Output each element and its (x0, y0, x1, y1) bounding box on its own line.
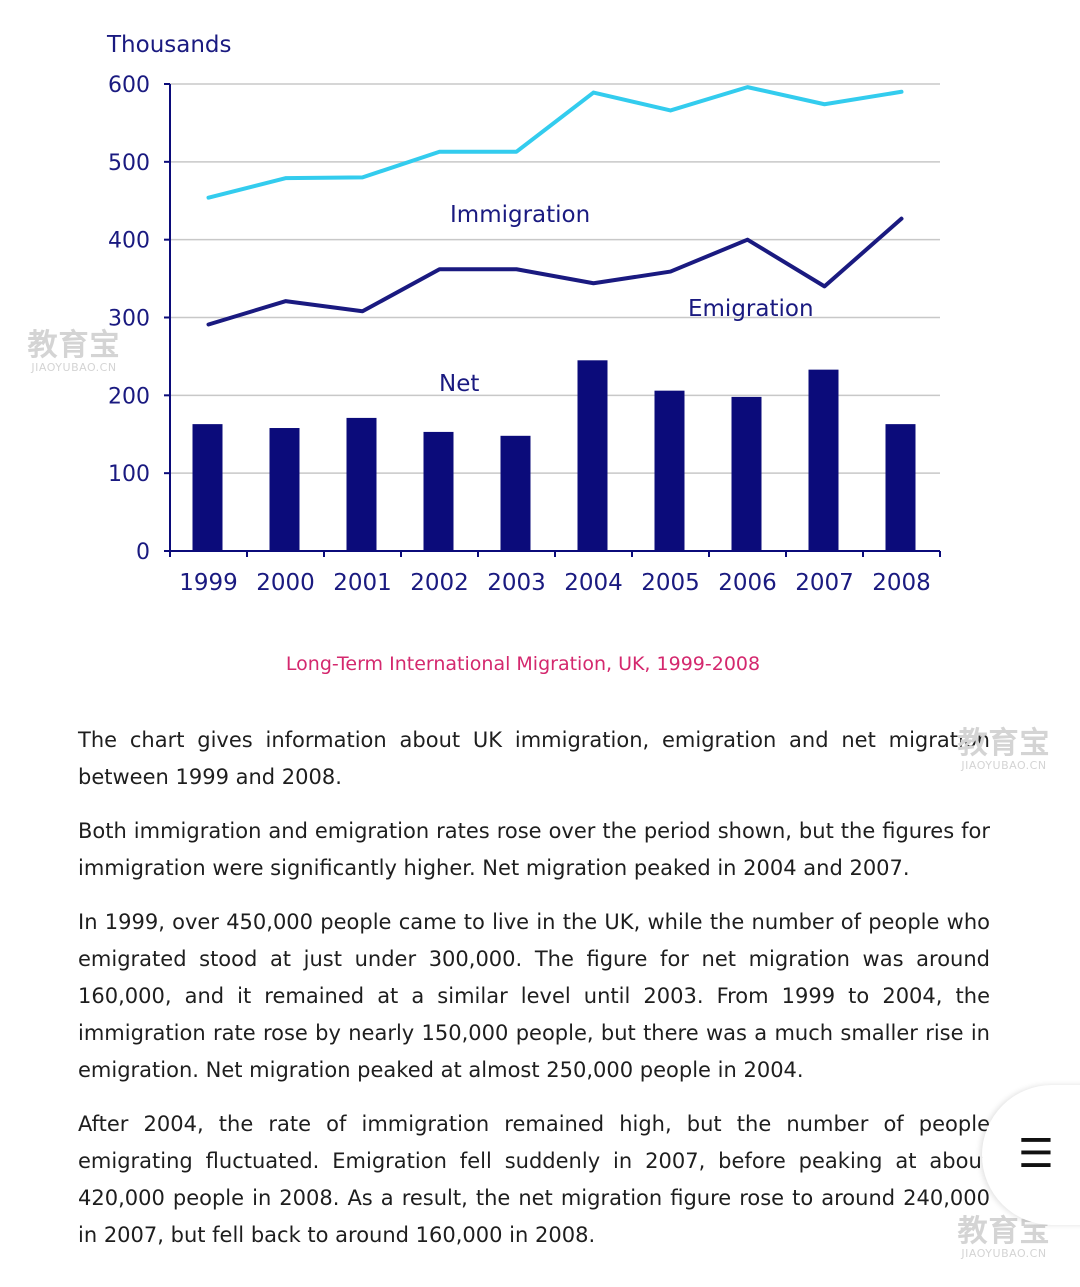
net-bar (808, 369, 839, 551)
x-tick-label: 2003 (487, 570, 546, 596)
y-tick-label: 500 (108, 151, 150, 176)
emigration-series-label: Emigration (688, 296, 814, 322)
x-tick-label: 1999 (179, 570, 238, 596)
series-lines (206, 85, 904, 327)
article-body: The chart gives information about UK imm… (78, 722, 990, 1271)
y-tick-label: 100 (108, 462, 150, 487)
net-bars (192, 360, 916, 551)
y-tick-label: 0 (136, 540, 150, 565)
net-bar (577, 360, 608, 551)
net-bar (731, 396, 762, 551)
x-tick-label: 2005 (641, 570, 700, 596)
chart-caption: Long-Term International Migration, UK, 1… (286, 653, 760, 675)
net-bar (346, 417, 377, 551)
x-tick-label: 2008 (872, 570, 931, 596)
x-tick-label: 2002 (410, 570, 469, 596)
paragraph-detail-1: In 1999, over 450,000 people came to liv… (78, 910, 990, 1082)
net-series-label: Net (439, 371, 479, 397)
y-tick-label: 600 (108, 73, 150, 98)
net-bar (654, 390, 685, 551)
y-tick-label: 200 (108, 384, 150, 409)
y-axis-label: Thousands (106, 32, 232, 58)
x-tick-label: 2004 (564, 570, 623, 596)
migration-chart: 0 100 200 300 400 500 600 1999 2000 2001 2002 2003… (106, 32, 941, 675)
net-bar (192, 424, 223, 551)
net-bar (885, 424, 916, 551)
immigration-series-label: Immigration (450, 202, 590, 228)
immigration-line (206, 85, 904, 200)
emigration-line (206, 216, 904, 327)
y-tick-label: 400 (108, 229, 150, 254)
x-tick-label: 2000 (256, 570, 315, 596)
net-bar (423, 431, 454, 551)
paragraph-intro: The chart gives information about UK imm… (78, 728, 990, 789)
axis-ticks (164, 83, 941, 557)
paragraph-detail-2: After 2004, the rate of immigration rema… (78, 1112, 990, 1247)
x-tick-label: 2001 (333, 570, 392, 596)
net-bar (500, 435, 531, 551)
net-bar (269, 428, 300, 551)
hamburger-icon[interactable]: ☰ (1018, 1131, 1054, 1177)
x-tick-label: 2006 (718, 570, 777, 596)
x-tick-labels: 1999 2000 2001 2002 2003 2004 2005 2006 2007 2008 (179, 570, 931, 596)
y-tick-labels: 0 100 200 300 400 500 600 (108, 73, 150, 565)
x-tick-label: 2007 (795, 570, 854, 596)
y-tick-label: 300 (108, 307, 150, 332)
paragraph-overview: Both immigration and emigration rates ro… (78, 819, 990, 880)
